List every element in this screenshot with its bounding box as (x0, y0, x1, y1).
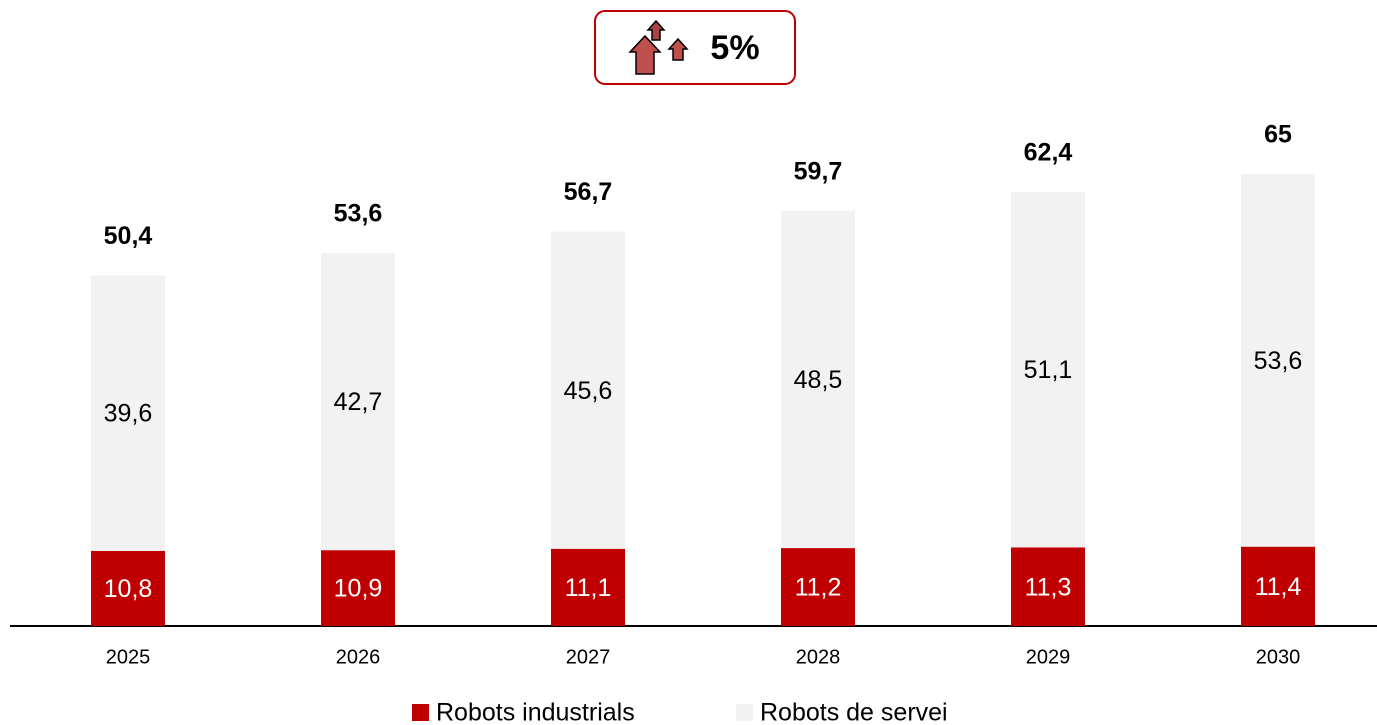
value-label: 11,2 (795, 574, 842, 602)
x-tick-label: 2028 (796, 646, 841, 668)
value-label: 39,6 (104, 400, 153, 428)
total-label: 62,4 (1024, 138, 1073, 166)
total-label: 59,7 (794, 157, 843, 185)
bar-segment (551, 548, 625, 626)
x-tick-label: 2027 (566, 646, 611, 668)
value-label: 11,1 (565, 574, 612, 602)
value-label: 11,3 (1025, 573, 1072, 601)
growth-icon (628, 19, 689, 75)
value-label: 10,9 (334, 575, 383, 603)
total-label: 65 (1264, 120, 1292, 148)
legend-label: Robots industrials (436, 699, 635, 725)
legend-label: Robots de servei (760, 699, 948, 725)
bar-segment (91, 275, 165, 551)
x-tick-label: 2030 (1256, 646, 1301, 668)
bar-segment (1011, 191, 1085, 548)
bar-segment (1011, 547, 1085, 626)
value-label: 42,7 (334, 388, 383, 416)
bar-segment (781, 210, 855, 549)
value-label: 53,6 (1254, 347, 1303, 375)
total-label: 50,4 (104, 222, 153, 250)
total-label: 56,7 (564, 178, 613, 206)
legend-swatch (736, 704, 753, 721)
bar-segment (91, 550, 165, 626)
annotation: 5% (710, 29, 759, 67)
value-label: 11,4 (1255, 573, 1302, 601)
bar-segment (321, 253, 395, 551)
value-label: 45,6 (564, 377, 613, 405)
value-label: 10,8 (104, 575, 153, 603)
x-tick-label: 2029 (1026, 646, 1071, 668)
annotation-box (594, 10, 796, 85)
bar-segment (321, 550, 395, 626)
bar-segment (551, 231, 625, 549)
x-tick-label: 2025 (106, 646, 151, 668)
value-label: 51,1 (1024, 356, 1073, 384)
total-label: 53,6 (334, 200, 383, 228)
legend-swatch (412, 704, 429, 721)
bar-segment (1241, 173, 1315, 547)
value-label: 48,5 (794, 366, 843, 394)
bar-segment (1241, 546, 1315, 626)
bar-segment (781, 548, 855, 626)
x-tick-label: 2026 (336, 646, 381, 668)
